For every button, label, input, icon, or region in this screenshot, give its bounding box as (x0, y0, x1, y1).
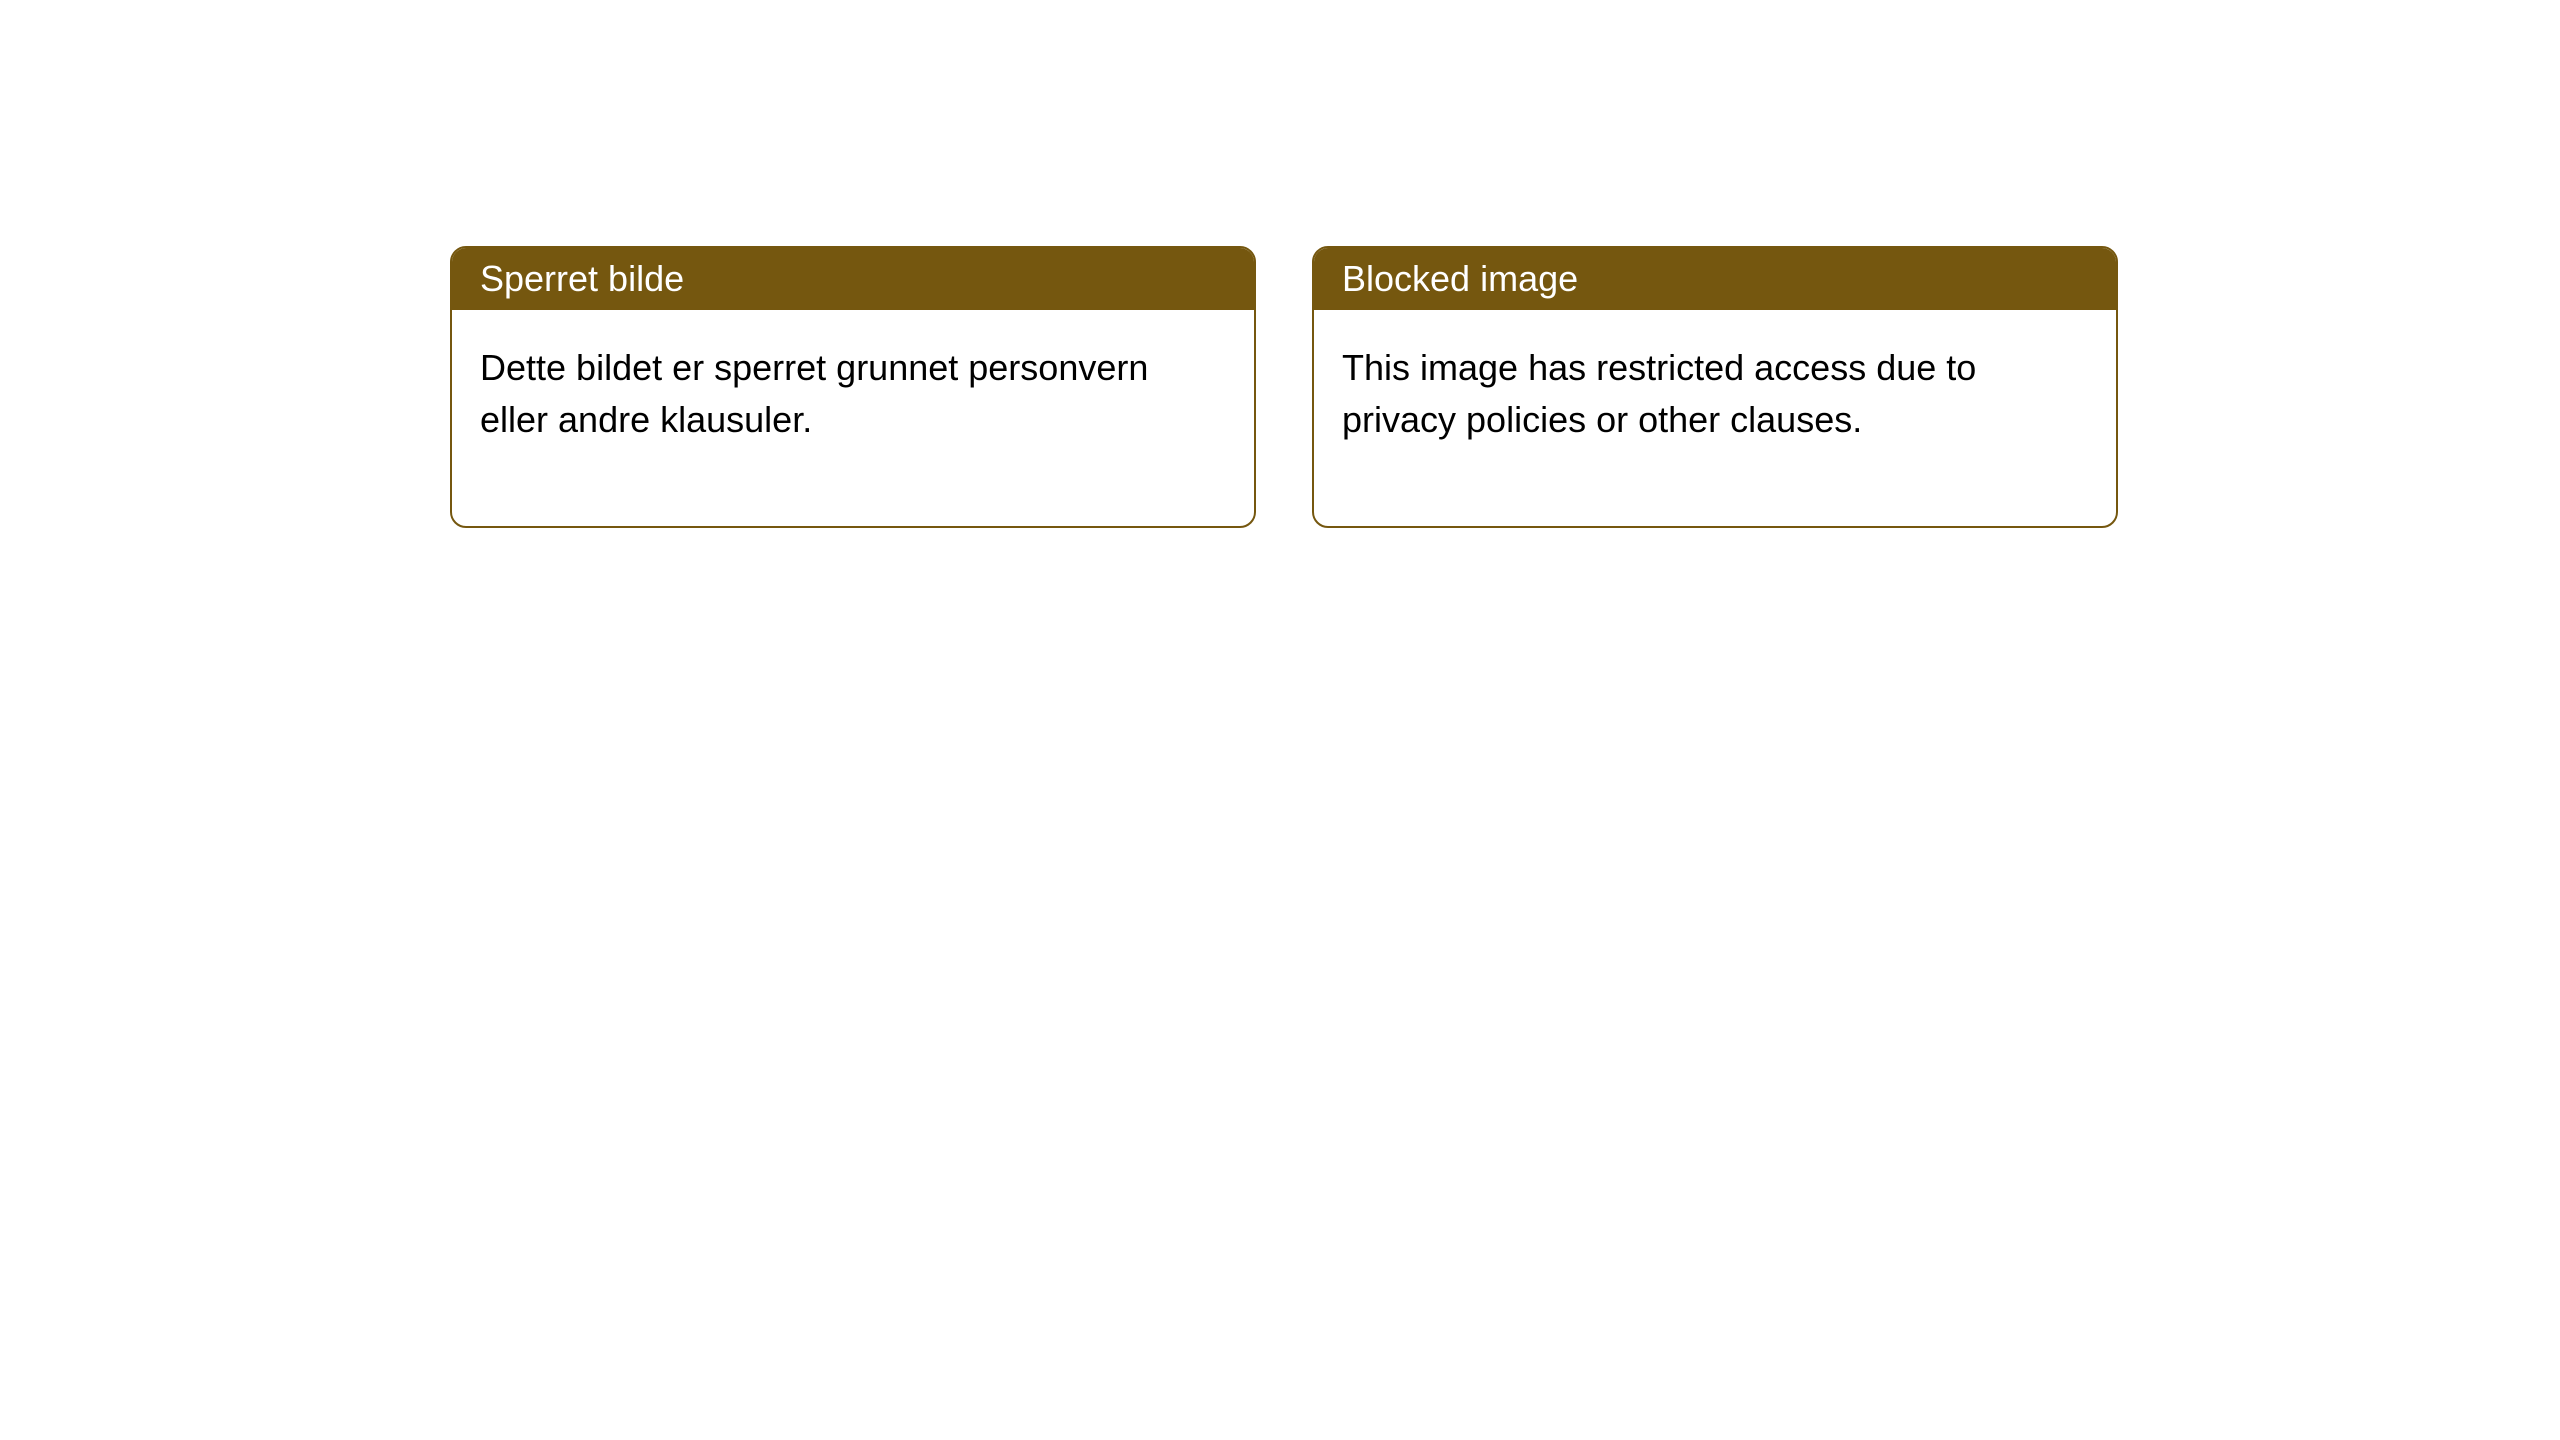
notice-message: This image has restricted access due to … (1342, 347, 1976, 440)
notice-header: Blocked image (1314, 248, 2116, 310)
notice-title: Sperret bilde (480, 258, 684, 299)
notice-header: Sperret bilde (452, 248, 1254, 310)
notice-title: Blocked image (1342, 258, 1578, 299)
notice-body: This image has restricted access due to … (1314, 310, 2116, 526)
notice-card-english: Blocked image This image has restricted … (1312, 246, 2118, 528)
notice-message: Dette bildet er sperret grunnet personve… (480, 347, 1148, 440)
notice-body: Dette bildet er sperret grunnet personve… (452, 310, 1254, 526)
notice-card-norwegian: Sperret bilde Dette bildet er sperret gr… (450, 246, 1256, 528)
notice-container: Sperret bilde Dette bildet er sperret gr… (0, 0, 2560, 528)
